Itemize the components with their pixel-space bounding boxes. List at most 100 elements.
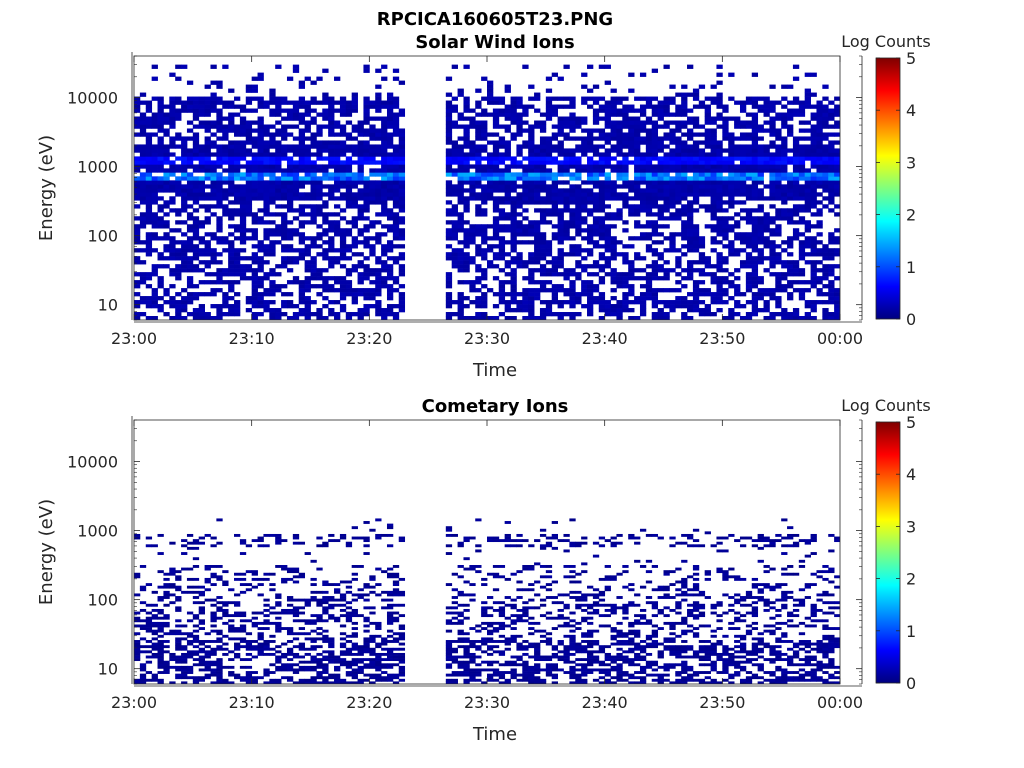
heatmap-cell	[245, 184, 253, 189]
heatmap-cell	[257, 264, 264, 269]
heatmap-cell	[698, 188, 706, 193]
heatmap-cell	[451, 232, 458, 237]
heatmap-cell	[216, 518, 223, 522]
heatmap-cell	[228, 180, 235, 185]
heatmap-cell	[151, 188, 158, 193]
heatmap-cell	[610, 280, 617, 285]
heatmap-cell	[739, 152, 747, 157]
heatmap-cell	[139, 220, 147, 225]
heatmap-cell	[281, 204, 288, 209]
heatmap-cell	[163, 616, 170, 620]
heatmap-cell	[728, 312, 735, 317]
heatmap-cell	[322, 288, 329, 293]
heatmap-cell	[787, 156, 794, 161]
heatmap-cell	[157, 640, 164, 643]
heatmap-cell	[551, 284, 558, 289]
heatmap-cell	[292, 232, 300, 237]
heatmap-cell	[763, 100, 770, 105]
heatmap-cell	[710, 264, 717, 269]
heatmap-cell	[604, 232, 611, 237]
heatmap-cell	[257, 168, 264, 173]
heatmap-cell	[275, 565, 282, 568]
heatmap-cell	[498, 136, 506, 141]
heatmap-cell	[281, 642, 288, 646]
heatmap-cell	[498, 228, 506, 233]
heatmap-cell	[792, 152, 800, 157]
heatmap-cell	[281, 652, 288, 656]
heatmap-cell	[186, 284, 194, 289]
heatmap-cell	[304, 308, 311, 313]
heatmap-cell	[663, 192, 670, 197]
heatmap-cell	[328, 300, 335, 305]
heatmap-cell	[463, 144, 470, 149]
heatmap-cell	[828, 116, 835, 121]
heatmap-cell	[492, 124, 500, 129]
heatmap-cell	[357, 264, 364, 269]
heatmap-cell	[316, 204, 323, 209]
heatmap-cell	[710, 300, 717, 305]
heatmap-cell	[251, 228, 258, 233]
heatmap-cell	[151, 180, 158, 185]
heatmap-cell	[575, 264, 582, 269]
heatmap-cell	[657, 316, 664, 320]
heatmap-cell	[298, 248, 306, 253]
heatmap-cell	[269, 606, 276, 610]
heatmap-cell	[192, 216, 200, 221]
heatmap-cell	[734, 164, 741, 169]
heatmap-cell	[216, 596, 223, 599]
heatmap-cell	[204, 96, 211, 101]
heatmap-cell	[239, 140, 247, 145]
heatmap-cell	[769, 192, 776, 197]
heatmap-cell	[622, 296, 629, 301]
heatmap-cell	[534, 180, 541, 185]
heatmap-cell	[298, 152, 306, 157]
heatmap-cell	[704, 192, 711, 197]
heatmap-cell	[304, 268, 311, 273]
heatmap-cell	[616, 124, 623, 129]
heatmap-cell	[822, 196, 829, 201]
heatmap-cell	[669, 100, 676, 105]
heatmap-cell	[510, 228, 517, 233]
heatmap-cell	[281, 136, 288, 141]
heatmap-cell	[275, 596, 282, 599]
heatmap-cell	[269, 124, 276, 129]
heatmap-cell	[157, 681, 164, 684]
heatmap-cell	[481, 124, 488, 129]
heatmap-cell	[292, 316, 300, 320]
heatmap-cell	[145, 244, 153, 249]
heatmap-cell	[651, 268, 659, 273]
heatmap-cell	[616, 312, 623, 317]
heatmap-cell	[469, 240, 476, 245]
heatmap-cell	[234, 268, 241, 273]
heatmap-cell	[734, 136, 741, 141]
heatmap-cell	[445, 104, 453, 109]
heatmap-cell	[563, 64, 570, 69]
heatmap-cell	[345, 156, 353, 161]
heatmap-cell	[175, 64, 182, 69]
heatmap-cell	[745, 160, 753, 165]
heatmap-cell	[822, 188, 829, 193]
heatmap-cell	[581, 292, 588, 297]
heatmap-cell	[616, 152, 623, 157]
heatmap-cell	[222, 188, 229, 193]
heatmap-cell	[739, 208, 747, 213]
heatmap-cell	[675, 136, 682, 141]
heatmap-cell	[445, 296, 453, 301]
heatmap-cell	[592, 108, 600, 113]
heatmap-cell	[704, 260, 711, 265]
heatmap-cell	[645, 212, 653, 217]
heatmap-cell	[575, 276, 582, 281]
heatmap-cell	[551, 192, 558, 197]
heatmap-cell	[728, 132, 735, 137]
heatmap-cell	[528, 232, 535, 237]
heatmap-cell	[263, 621, 270, 625]
heatmap-cell	[681, 232, 688, 237]
heatmap-cell	[451, 96, 458, 101]
heatmap-cell	[804, 228, 811, 233]
heatmap-cell	[504, 164, 511, 169]
heatmap-cell	[692, 124, 700, 129]
heatmap-cell	[510, 284, 517, 289]
heatmap-cell	[587, 156, 594, 161]
heatmap-cell	[504, 316, 511, 320]
heatmap-cell	[375, 68, 382, 73]
